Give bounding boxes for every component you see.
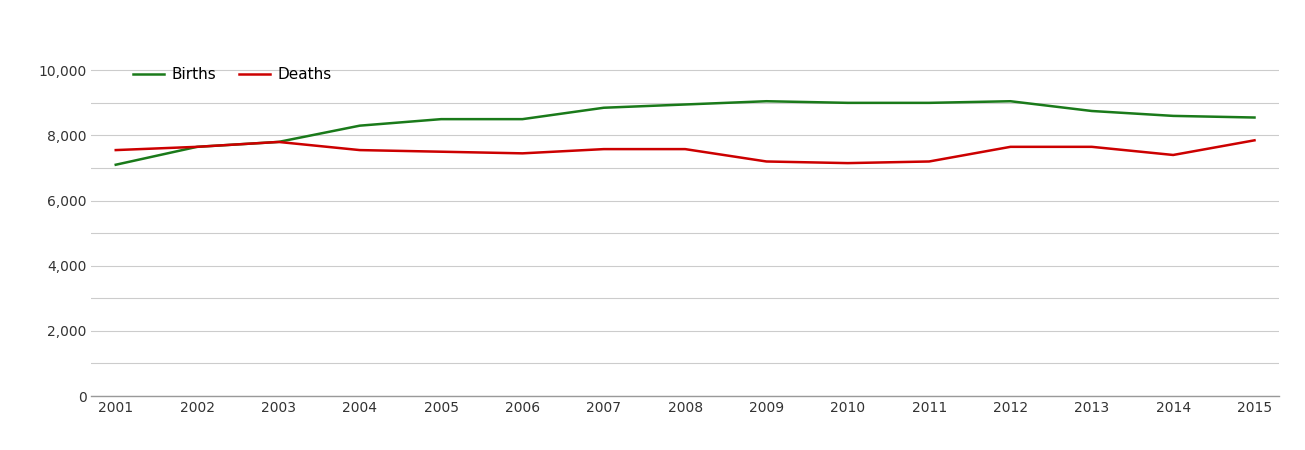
Deaths xyxy=(189,144,205,149)
Births xyxy=(433,117,449,122)
Births xyxy=(758,99,774,104)
Deaths xyxy=(758,159,774,164)
Births xyxy=(270,139,286,144)
Births xyxy=(1165,113,1181,119)
Deaths xyxy=(1165,152,1181,158)
Births xyxy=(596,105,612,110)
Deaths xyxy=(514,151,530,156)
Deaths xyxy=(352,148,368,153)
Births xyxy=(921,100,937,106)
Legend: Births, Deaths: Births, Deaths xyxy=(127,61,338,88)
Deaths xyxy=(677,146,693,152)
Births xyxy=(189,144,205,149)
Births xyxy=(1002,99,1018,104)
Line: Deaths: Deaths xyxy=(116,140,1254,163)
Line: Births: Births xyxy=(116,101,1254,165)
Births xyxy=(352,123,368,128)
Births xyxy=(840,100,856,106)
Deaths xyxy=(596,146,612,152)
Births xyxy=(677,102,693,107)
Deaths xyxy=(433,149,449,154)
Births xyxy=(108,162,124,167)
Deaths xyxy=(270,139,286,144)
Births xyxy=(1246,115,1262,120)
Births xyxy=(1084,108,1100,114)
Deaths xyxy=(1002,144,1018,149)
Deaths xyxy=(1246,138,1262,143)
Births xyxy=(514,117,530,122)
Deaths xyxy=(921,159,937,164)
Deaths xyxy=(840,160,856,166)
Deaths xyxy=(1084,144,1100,149)
Deaths xyxy=(108,148,124,153)
